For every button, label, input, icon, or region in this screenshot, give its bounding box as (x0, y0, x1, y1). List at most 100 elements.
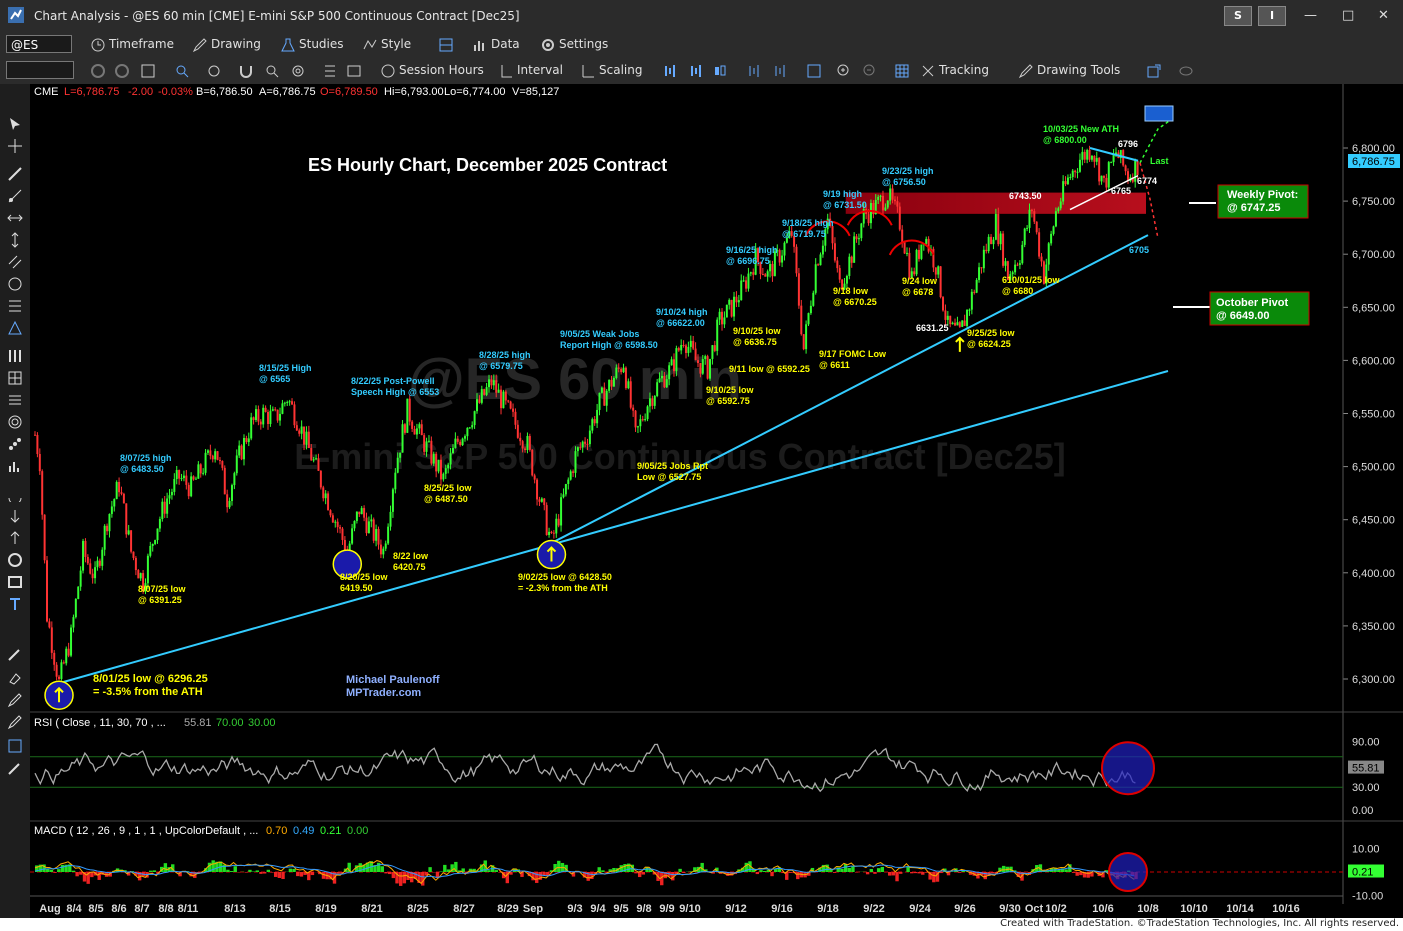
cursor-icon[interactable] (7, 116, 23, 132)
candle-body (288, 401, 291, 403)
rectangle-icon[interactable] (7, 574, 23, 590)
candles-icon[interactable] (712, 63, 728, 79)
style-icon (363, 39, 377, 50)
tracking-menu[interactable]: Tracking (939, 63, 989, 77)
crosshair-icon[interactable] (7, 138, 23, 154)
scaling-menu[interactable]: Scaling (599, 63, 643, 77)
candle-body (389, 511, 392, 527)
pen-icon-3[interactable] (7, 760, 23, 776)
triangle-icon[interactable] (7, 320, 23, 336)
ray-icon[interactable] (7, 188, 23, 204)
s-button[interactable]: S (1224, 6, 1252, 26)
i-button[interactable]: I (1258, 6, 1286, 26)
zoom-icon[interactable] (174, 63, 190, 79)
drawing-menu[interactable]: Drawing (211, 37, 261, 51)
candle-body (216, 451, 219, 460)
arc-icon[interactable] (7, 486, 23, 502)
studies-menu[interactable]: Studies (299, 37, 344, 51)
macd-histogram-bar (538, 872, 543, 880)
pen-icon-2[interactable] (7, 714, 23, 730)
circle-icon[interactable] (90, 63, 106, 79)
pencil-tool-icon[interactable] (7, 646, 23, 662)
annotation-line2: = -3.5% from the ATH (93, 686, 203, 698)
candle-body (348, 543, 351, 554)
data-menu[interactable]: Data (491, 37, 520, 51)
panel-icon[interactable] (806, 63, 822, 79)
maximize-button[interactable]: □ (1342, 8, 1355, 23)
ellipse-icon[interactable] (7, 552, 23, 568)
histogram-icon[interactable] (7, 458, 23, 474)
ohlc-icon-2[interactable] (772, 63, 788, 79)
candle-body (639, 419, 642, 427)
lines-tool-icon[interactable] (7, 392, 23, 408)
candle-body (795, 246, 798, 274)
export-icon[interactable] (1146, 63, 1162, 79)
macd-histogram-bar (851, 865, 855, 872)
drawing-tools-menu[interactable]: Drawing Tools (1037, 63, 1121, 77)
status-ask: A=6,786.75 (259, 86, 316, 98)
link-icon[interactable] (1178, 63, 1194, 79)
arrow-down-icon[interactable] (7, 508, 23, 524)
candle-body (1045, 264, 1048, 284)
interval-dropdown[interactable] (6, 61, 74, 79)
candle-body (1107, 162, 1110, 188)
image-icon[interactable] (346, 63, 362, 79)
dots-icon[interactable] (7, 436, 23, 452)
macd-histogram-bar (487, 870, 491, 872)
session-hours-menu[interactable]: Session Hours (399, 63, 484, 77)
symbol-input[interactable]: @ES (6, 35, 72, 53)
circle-icon-2[interactable] (114, 63, 130, 79)
zoom-in-icon[interactable] (836, 63, 852, 79)
eraser-icon[interactable] (7, 670, 23, 686)
macd-histogram-bar (292, 868, 296, 872)
macd-histogram-bar (233, 866, 237, 872)
candle-body (175, 470, 178, 480)
window-icon[interactable] (140, 63, 156, 79)
y-tick-label: 6,350.00 (1352, 621, 1395, 633)
candle-body (502, 391, 505, 409)
bars-tool-icon[interactable] (7, 348, 23, 364)
settings-menu[interactable]: Settings (559, 37, 609, 51)
chart-area[interactable]: CME L=6,786.75 -2.00 -0.03% B=6,786.50 A… (30, 84, 1403, 918)
vertical-line-icon[interactable] (7, 232, 23, 248)
refresh-icon[interactable] (206, 63, 222, 79)
red-projection (1139, 162, 1159, 239)
target-icon[interactable] (290, 63, 306, 79)
channel-icon[interactable] (7, 254, 23, 270)
candle-body (89, 563, 92, 574)
gann-icon[interactable] (7, 276, 23, 292)
bars-icon-2[interactable] (688, 63, 704, 79)
magnify-icon[interactable] (264, 63, 280, 79)
macd-histogram-bar (171, 864, 175, 872)
text-box-icon[interactable] (7, 738, 23, 754)
fib-icon[interactable] (7, 298, 23, 314)
timeframe-menu[interactable]: Timeframe (109, 37, 174, 51)
secondary-toolbar: Session Hours Interval Scaling Tracking … (0, 58, 1403, 84)
interval-menu[interactable]: Interval (517, 63, 563, 77)
candle-body (209, 450, 212, 456)
macd-histogram-bar (450, 864, 454, 872)
magnet-icon[interactable] (238, 63, 254, 79)
ohlc-icon[interactable] (746, 63, 762, 79)
horizontal-line-icon[interactable] (7, 210, 23, 226)
grid-tool-icon[interactable] (7, 370, 23, 386)
zoom-out-icon[interactable] (862, 63, 878, 79)
macd-axis: 10.00 0.21 -10.00 (1348, 844, 1384, 902)
trendline-icon[interactable] (7, 166, 23, 182)
style-menu[interactable]: Style (381, 37, 412, 51)
grid-icon[interactable] (322, 63, 338, 79)
candle-body (122, 493, 125, 504)
close-button[interactable]: ✕ (1378, 8, 1389, 23)
macd-histogram-bar (597, 867, 601, 872)
spiral-icon[interactable] (7, 414, 23, 430)
text-tool-icon[interactable] (7, 596, 23, 612)
pen-icon[interactable] (7, 692, 23, 708)
annotation-line1: 6774 (1137, 176, 1157, 186)
candle-body (437, 459, 440, 472)
candle-body (305, 431, 308, 445)
bars-icon[interactable] (662, 63, 678, 79)
minimize-button[interactable]: — (1304, 8, 1317, 23)
candle-body (634, 410, 637, 428)
arrow-up-icon[interactable] (7, 530, 23, 546)
price-chart[interactable]: CME L=6,786.75 -2.00 -0.03% B=6,786.50 A… (30, 84, 1403, 918)
